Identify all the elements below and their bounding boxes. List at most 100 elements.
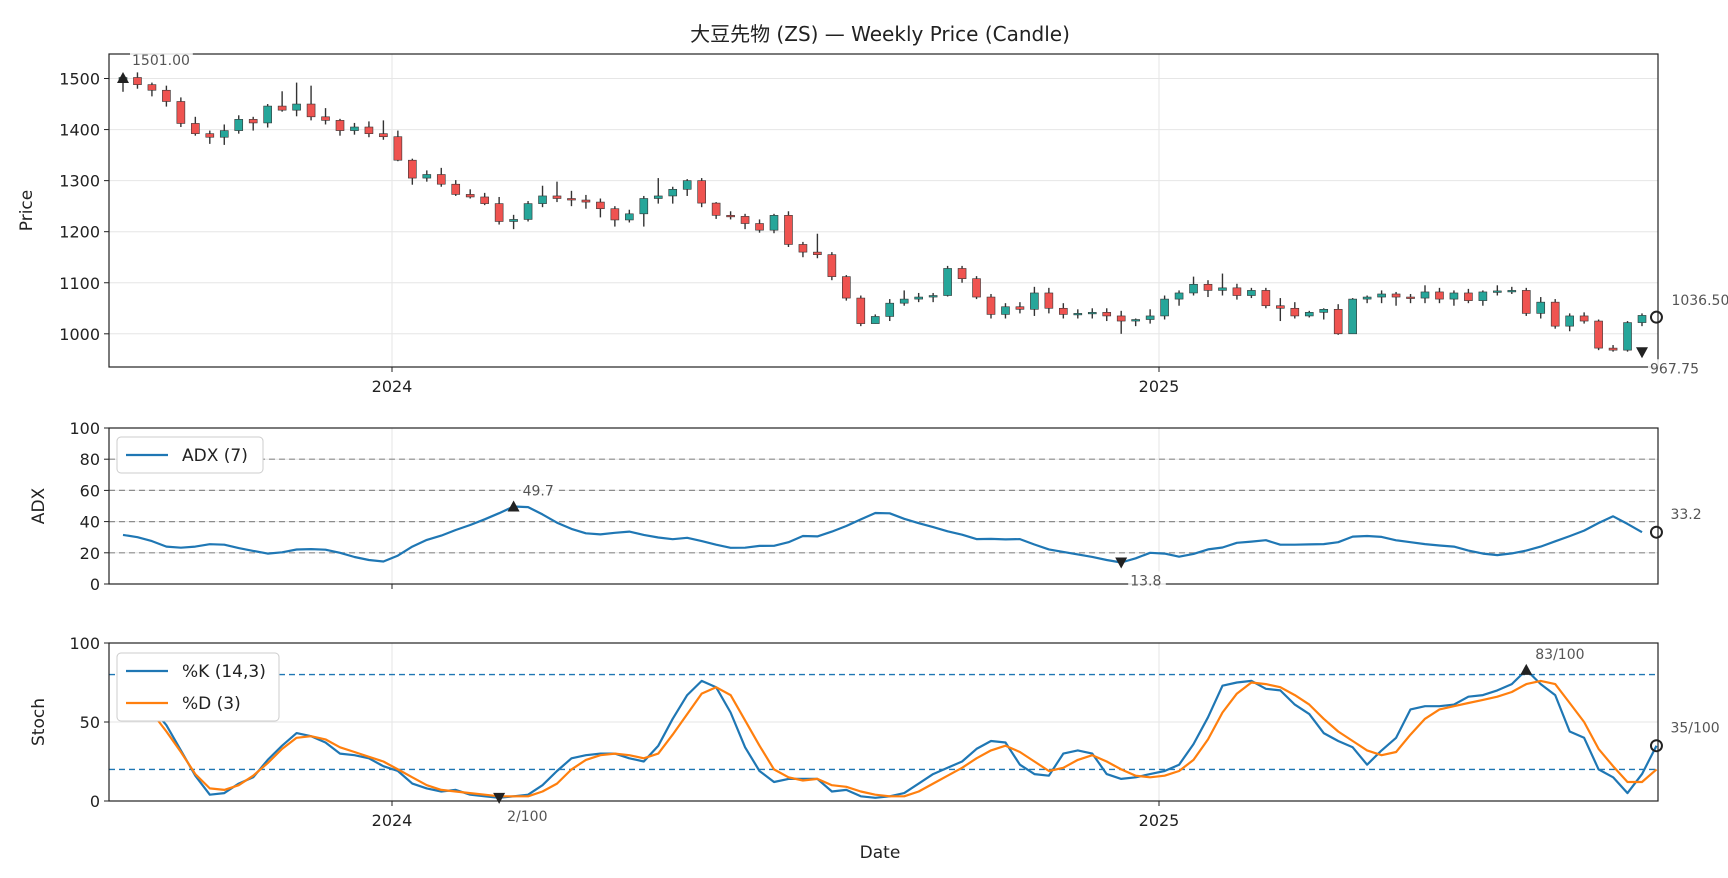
stoch-xtick-label: 2024: [372, 811, 413, 830]
candle-down: [1521, 290, 1531, 314]
price-xtick-label: 2024: [372, 377, 413, 396]
price-ylabel: Price: [17, 190, 37, 231]
candle-down: [1044, 292, 1054, 309]
candle-down: [842, 276, 851, 299]
price-last-label-bg: [1669, 291, 1728, 310]
candle-up: [234, 119, 244, 131]
candle-down: [1464, 292, 1473, 301]
candle-up: [523, 203, 533, 220]
candle-up: [870, 316, 880, 324]
adx-ytick-label: 80: [80, 450, 100, 469]
candle-down: [581, 199, 591, 203]
candle-down: [379, 133, 388, 138]
adx-ytick-label: 100: [69, 419, 100, 438]
candle-down: [1550, 301, 1560, 327]
candle-up: [509, 219, 518, 222]
chart-title: 大豆先物 (ZS) — Weekly Price (Candle): [690, 22, 1070, 46]
candle-down: [162, 89, 171, 102]
candle-down: [494, 203, 504, 222]
price-last-label: 1036.50: [1671, 293, 1728, 309]
candle-up: [1493, 290, 1502, 293]
candle-up: [1087, 312, 1097, 315]
stoch-frame: [108, 642, 1659, 802]
candle-down: [813, 251, 822, 255]
adx-ytick-label: 20: [80, 544, 100, 563]
adx-frame: [108, 427, 1659, 585]
candle-up: [1218, 287, 1227, 291]
stoch-xtick-label: 2025: [1139, 811, 1180, 830]
candle-down: [567, 198, 576, 201]
stoch-last-marker: [1649, 739, 1663, 753]
candle-down: [1608, 347, 1618, 351]
adx-high-label-bg: [520, 481, 559, 500]
candle-down: [321, 116, 330, 121]
candle-down: [408, 159, 417, 179]
stoch-high-label: 83/100: [1535, 647, 1584, 663]
adx-low-marker: [1115, 557, 1128, 569]
candle-down: [596, 201, 605, 210]
price-ytick-label: 1200: [59, 223, 100, 242]
candle-up: [1565, 315, 1574, 327]
candle-up: [538, 195, 547, 204]
candle-up: [1637, 315, 1647, 323]
adx-line: [122, 505, 1643, 564]
candle-down: [856, 297, 866, 324]
candle-up: [1623, 322, 1632, 351]
candle-down: [740, 216, 750, 224]
candle-down: [755, 223, 764, 231]
candle-down: [176, 101, 186, 124]
candle-down: [364, 126, 374, 134]
stoch-last-label: 35/100: [1670, 721, 1719, 737]
candle-down: [1116, 315, 1126, 322]
candle-down: [335, 120, 345, 131]
candle-down: [1261, 290, 1271, 307]
candle-up: [1145, 315, 1155, 320]
candle-up: [350, 126, 359, 131]
candle-up: [914, 296, 923, 300]
candle-down: [147, 84, 157, 91]
adx-panel: 0 20 40 60 80 100 ADX 49.7 13.8 33.2 ADX (7): [29, 419, 1707, 594]
candle-down: [972, 278, 981, 298]
candle-down: [711, 202, 721, 216]
stoch-high-marker: [1520, 663, 1533, 675]
candle-up: [899, 298, 909, 304]
candle-down: [827, 254, 837, 277]
candle-up: [292, 103, 301, 111]
candle-down: [465, 194, 475, 198]
candle-down: [205, 133, 215, 138]
price-high-marker: [117, 71, 129, 83]
candle-up: [263, 105, 272, 124]
candle-up: [1449, 292, 1459, 300]
stoch-ylabel: Stoch: [29, 698, 49, 746]
price-high-label: 1501.00: [132, 53, 190, 69]
stoch-high-label-bg: [1533, 644, 1588, 663]
candle-down: [610, 208, 620, 221]
stoch-low-label-bg: [505, 806, 552, 825]
price-ytick-label: 1400: [59, 121, 100, 140]
x-axis-label: Date: [860, 843, 901, 863]
adx-ytick-label: 40: [80, 513, 100, 532]
candle-up: [1160, 298, 1169, 317]
adx-last-marker: [1649, 525, 1663, 539]
stoch-d-line: [122, 679, 1658, 798]
stoch-low-label: 2/100: [507, 809, 547, 825]
candle-up: [1319, 309, 1329, 313]
candle-up: [1348, 298, 1357, 335]
candle-up: [885, 302, 895, 317]
candle-down: [277, 105, 287, 111]
candle-up: [625, 213, 634, 221]
adx-ytick-label: 60: [80, 481, 100, 500]
candle-down: [133, 77, 142, 85]
price-frame: [108, 53, 1659, 368]
candle-up: [1377, 293, 1386, 298]
adx-legend-box: [116, 436, 264, 474]
candle-up: [653, 195, 663, 199]
candle-down: [1594, 320, 1603, 349]
price-xtick-label: 2025: [1139, 377, 1180, 396]
candle-down: [393, 136, 403, 161]
candle-up: [668, 189, 678, 197]
candle-down: [191, 123, 200, 134]
candle-up: [1189, 283, 1198, 294]
candle-down: [451, 183, 461, 195]
adx-last-label: 33.2: [1670, 507, 1701, 523]
